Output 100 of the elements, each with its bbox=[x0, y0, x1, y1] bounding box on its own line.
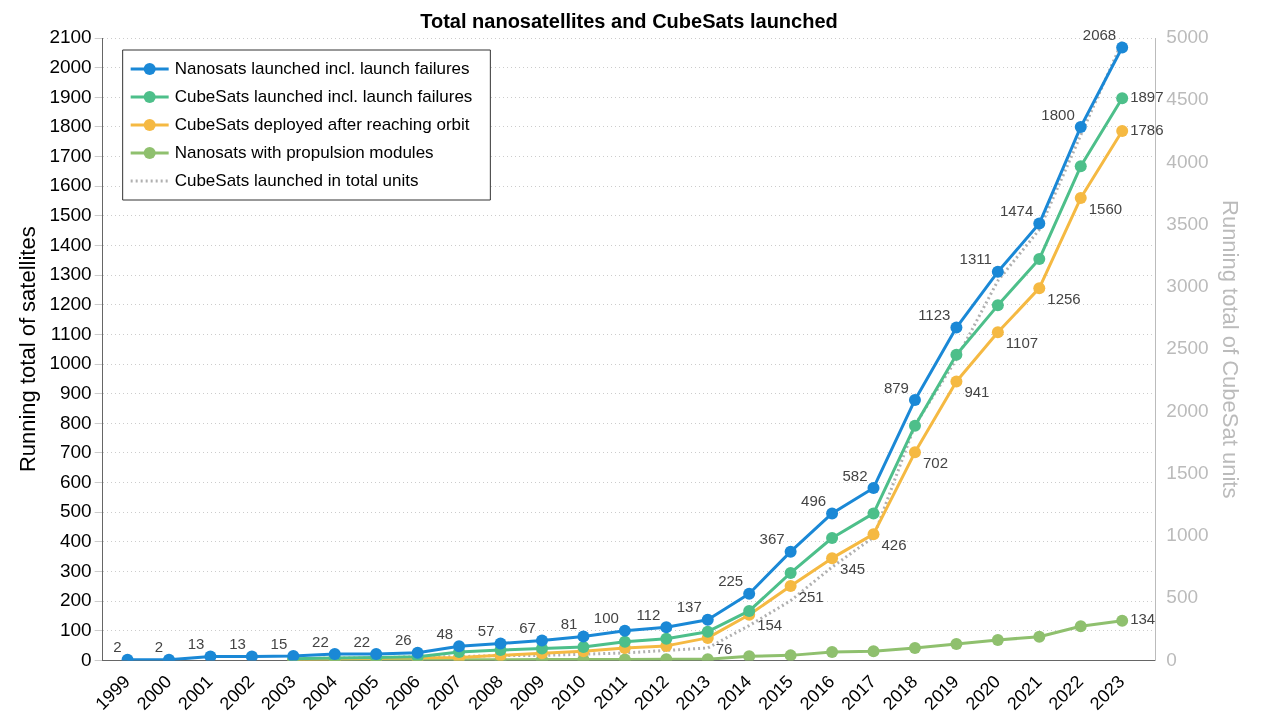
y-tick-label: 1600 bbox=[49, 174, 92, 196]
point bbox=[535, 634, 548, 647]
y2-tick-label: 1500 bbox=[1166, 461, 1209, 483]
point bbox=[1116, 614, 1129, 627]
y-tick-label: 1400 bbox=[49, 233, 92, 255]
y-tick-label: 300 bbox=[59, 559, 92, 581]
y-axis-title: Running total of satellites bbox=[15, 226, 41, 473]
point bbox=[1116, 41, 1129, 54]
point bbox=[660, 621, 673, 634]
y-tick-label: 2100 bbox=[49, 26, 92, 48]
y-tick-label: 1700 bbox=[49, 144, 92, 166]
point bbox=[660, 632, 673, 645]
y-tick-label: 400 bbox=[59, 530, 92, 552]
point bbox=[1074, 160, 1087, 173]
y-tick-label: 500 bbox=[59, 500, 92, 522]
point bbox=[1033, 217, 1046, 230]
data-label: 22 bbox=[312, 632, 329, 650]
data-label: 702 bbox=[922, 453, 948, 471]
y-tick-label: 1800 bbox=[49, 115, 92, 137]
y-tick-label: 800 bbox=[59, 411, 92, 433]
point bbox=[1033, 630, 1046, 643]
point bbox=[950, 375, 963, 388]
point bbox=[784, 545, 797, 558]
y2-tick-label: 0 bbox=[1166, 648, 1177, 670]
point bbox=[784, 566, 797, 579]
data-label: 100 bbox=[593, 609, 619, 627]
point bbox=[618, 624, 631, 637]
data-label: 137 bbox=[676, 598, 702, 616]
data-label: 1474 bbox=[999, 202, 1034, 220]
point bbox=[991, 265, 1004, 278]
point bbox=[1074, 120, 1087, 133]
data-label: 1107 bbox=[1005, 333, 1039, 351]
data-label: 13 bbox=[229, 635, 246, 653]
data-label: 13 bbox=[187, 635, 205, 653]
point bbox=[204, 650, 217, 661]
data-label: 26 bbox=[394, 631, 412, 649]
y-tick-label: 1300 bbox=[49, 263, 92, 285]
data-label: 1311 bbox=[959, 250, 992, 268]
point bbox=[577, 630, 590, 643]
y-tick-label: 200 bbox=[59, 589, 92, 611]
chart-title: Total nanosatellites and CubeSats launched bbox=[420, 9, 838, 32]
y-tick-label: 1900 bbox=[49, 85, 92, 107]
point bbox=[867, 507, 880, 520]
data-label: 1800 bbox=[1041, 105, 1075, 123]
data-label: 1786 bbox=[1130, 120, 1164, 138]
point bbox=[991, 299, 1004, 312]
y-tick-label: 0 bbox=[81, 648, 92, 670]
y-tick-label: 1200 bbox=[49, 292, 92, 314]
y2-tick-label: 2500 bbox=[1166, 337, 1209, 359]
point bbox=[784, 580, 797, 593]
y-tick-label: 1500 bbox=[49, 204, 92, 226]
y-tick-label: 100 bbox=[59, 619, 92, 641]
point bbox=[743, 587, 756, 600]
data-label: 1560 bbox=[1088, 199, 1123, 217]
point bbox=[784, 649, 797, 661]
point bbox=[826, 552, 839, 565]
data-label: 251 bbox=[798, 587, 824, 605]
point bbox=[826, 646, 839, 659]
data-label: 1897 bbox=[1130, 87, 1164, 105]
point bbox=[701, 613, 714, 626]
data-label: 582 bbox=[842, 466, 868, 484]
point bbox=[908, 393, 921, 406]
data-label: 2 bbox=[113, 638, 122, 656]
y2-tick-label: 500 bbox=[1166, 586, 1199, 608]
data-label: 57 bbox=[477, 622, 495, 640]
data-label: 112 bbox=[636, 605, 661, 623]
y2-tick-label: 2000 bbox=[1166, 399, 1209, 421]
point bbox=[618, 635, 631, 648]
data-label: 941 bbox=[964, 383, 990, 401]
point bbox=[908, 641, 921, 654]
point bbox=[245, 650, 258, 661]
legend-label: Nanosats with propulsion modules bbox=[174, 142, 434, 162]
data-label: 48 bbox=[436, 624, 454, 642]
data-label: 154 bbox=[757, 616, 783, 634]
point bbox=[826, 507, 839, 520]
data-label: 879 bbox=[883, 378, 909, 396]
data-label: 1123 bbox=[918, 306, 951, 324]
y-tick-label: 700 bbox=[59, 441, 92, 463]
data-label: 225 bbox=[718, 572, 744, 590]
point bbox=[370, 647, 383, 660]
point bbox=[1033, 253, 1046, 266]
point bbox=[826, 532, 839, 544]
y2-tick-label: 5000 bbox=[1166, 26, 1209, 48]
y2-tick-label: 3500 bbox=[1166, 212, 1209, 234]
data-label: 2 bbox=[154, 638, 163, 656]
y-tick-label: 1100 bbox=[50, 322, 92, 344]
data-label: 1256 bbox=[1047, 289, 1081, 307]
y2-axis-title: Running total of CubeSat units bbox=[1217, 199, 1243, 499]
point bbox=[991, 326, 1004, 339]
y2-tick-label: 1000 bbox=[1166, 524, 1209, 546]
data-label: 367 bbox=[759, 530, 785, 548]
point bbox=[1033, 282, 1046, 295]
point bbox=[1116, 92, 1129, 105]
point bbox=[908, 446, 921, 459]
point bbox=[1116, 125, 1129, 138]
point bbox=[950, 348, 963, 361]
point bbox=[494, 637, 507, 650]
data-label: 67 bbox=[519, 619, 536, 637]
point bbox=[991, 633, 1004, 646]
point bbox=[867, 481, 880, 494]
